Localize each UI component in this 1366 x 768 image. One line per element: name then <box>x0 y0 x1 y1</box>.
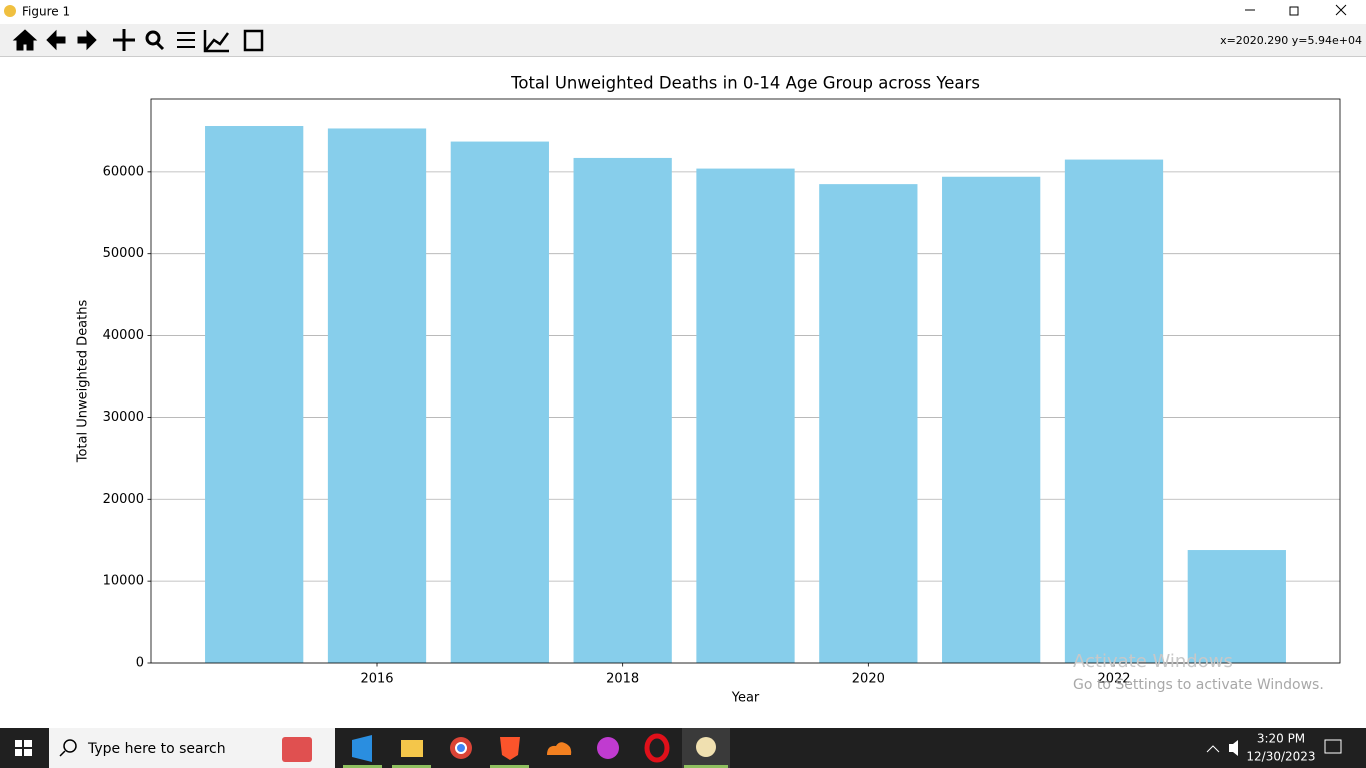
home-button[interactable] <box>12 29 38 51</box>
search-icon-handle <box>59 750 66 757</box>
y-tick-label: 50000 <box>103 246 144 261</box>
y-tick-label: 10000 <box>103 574 144 589</box>
restore-button[interactable] <box>1289 6 1299 16</box>
bar <box>327 128 427 663</box>
chart-title: Total Unweighted Deaths in 0-14 Age Grou… <box>510 74 980 93</box>
bar <box>205 126 304 663</box>
cloudflare-icon[interactable] <box>547 742 572 755</box>
bar <box>573 157 672 663</box>
opera-icon[interactable] <box>644 733 670 763</box>
window-title: Figure 1 <box>22 5 70 19</box>
back-button[interactable] <box>46 29 66 51</box>
axes-frame <box>150 98 1341 664</box>
x-tick-label: 2020 <box>852 672 885 687</box>
tray-overflow[interactable] <box>1206 745 1220 753</box>
y-axis-label: Total Unweighted Deaths <box>76 300 91 464</box>
explorer-icon[interactable] <box>401 740 423 757</box>
search-highlight-icon <box>282 737 312 762</box>
bar <box>1064 159 1164 663</box>
volume-icon[interactable] <box>1229 740 1238 756</box>
vscode-icon[interactable] <box>352 735 372 762</box>
python-figure-icon[interactable] <box>696 737 716 757</box>
cursor-readout: x=2020.290 y=5.94e+04 <box>1220 34 1362 47</box>
watermark-text: Go to Settings to activate Windows. <box>1073 677 1324 693</box>
window-controls[interactable] <box>1245 4 1347 16</box>
active-indicator <box>490 765 529 768</box>
wps-icon[interactable] <box>597 737 619 759</box>
y-tick-label: 20000 <box>103 492 144 507</box>
x-tick-label: 2018 <box>606 672 639 687</box>
subplots-button[interactable] <box>177 32 195 48</box>
forward-button[interactable] <box>77 29 97 51</box>
active-indicator <box>392 765 431 768</box>
y-tick-label: 40000 <box>103 328 144 343</box>
x-axis-label: Year <box>731 691 760 706</box>
watermark-title: Activate Windows <box>1073 651 1233 672</box>
notifications-icon[interactable] <box>1324 739 1342 754</box>
title-bar <box>0 0 1366 24</box>
y-tick-label: 0 <box>136 656 144 671</box>
edit-axes-button[interactable] <box>203 30 230 53</box>
x-tick-label: 2016 <box>360 672 393 687</box>
bar <box>942 176 1041 663</box>
clock-time[interactable]: 3:20 PM <box>1257 732 1305 746</box>
taskbar-apps <box>343 728 730 768</box>
bar <box>1187 550 1286 663</box>
app-icon <box>4 5 16 17</box>
y-tick-label: 30000 <box>103 410 144 425</box>
y-tick-label: 60000 <box>103 164 144 179</box>
brave-icon[interactable] <box>500 737 520 760</box>
pan-button[interactable] <box>113 29 135 51</box>
x-tick-label: 2022 <box>1097 672 1130 687</box>
bar <box>819 184 918 663</box>
active-indicator <box>684 765 728 768</box>
zoom-button[interactable] <box>145 30 165 51</box>
search-icon <box>63 739 77 753</box>
clock-date[interactable]: 12/30/2023 <box>1246 750 1315 764</box>
toolbar-buttons <box>12 29 264 53</box>
start-button[interactable] <box>15 740 32 756</box>
close-button[interactable] <box>1335 4 1347 16</box>
chrome-center <box>455 742 467 754</box>
search-placeholder: Type here to search <box>87 741 226 757</box>
bar <box>450 141 549 663</box>
save-button[interactable] <box>243 29 264 52</box>
active-indicator <box>343 765 382 768</box>
bar <box>696 168 795 663</box>
